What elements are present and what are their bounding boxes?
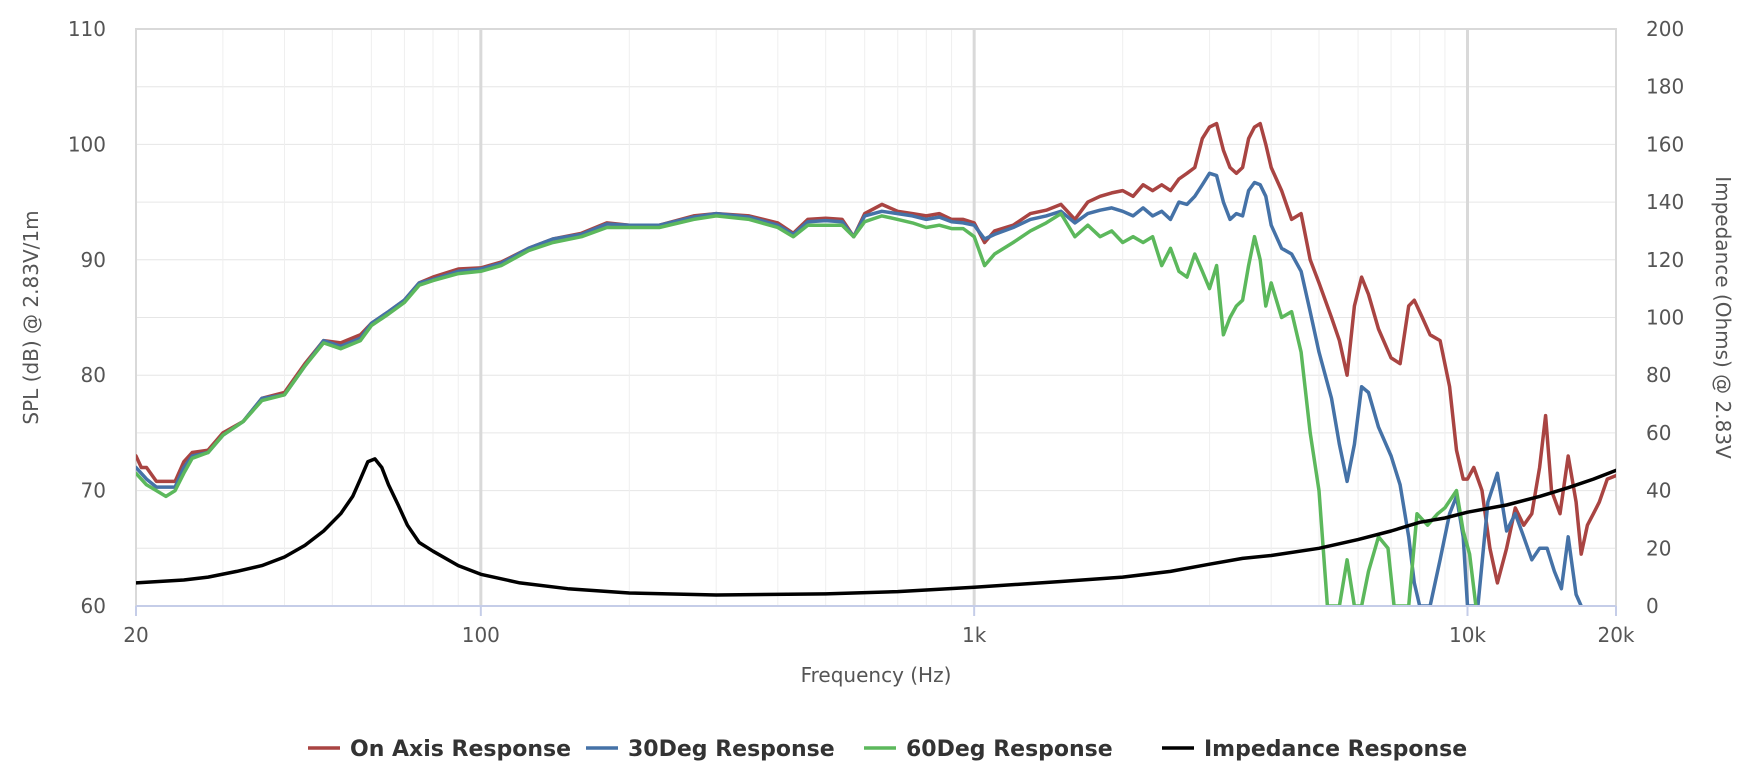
legend: On Axis Response 30Deg Response 60Deg Resp… [308,737,1467,762]
y-right-tick-label: 160 [1646,132,1684,156]
x-tick-label: 20k [1597,623,1634,647]
x-tick-label: 100 [462,623,500,647]
legend-label-60deg-response: 60Deg Response [906,737,1113,762]
x-tick-label: 10k [1449,623,1486,647]
y-axis-right-title: Impedance (Ohms) @ 2.83V [1711,176,1735,459]
y-right-tick-label: 0 [1646,594,1659,618]
series-layer [136,121,1616,606]
y-right-tick-label: 100 [1646,306,1684,330]
y-left-tick-label: 80 [81,363,106,387]
y-right-tick-label: 40 [1646,479,1671,503]
x-tick-label: 20 [123,623,148,647]
grid-layer [136,28,1616,607]
legend-label-impedance-response: Impedance Response [1204,737,1467,762]
y-left-tick-label: 60 [81,594,106,618]
series-line-60deg-response [136,211,1478,606]
y-left-tick-label: 110 [68,17,106,41]
x-axis-title: Frequency (Hz) [801,663,952,687]
x-tick-label: 1k [962,623,987,647]
y-left-tick-label: 70 [81,479,106,503]
axis-layer: Frequency (Hz) SPL (dB) @ 2.83V/1m Imped… [19,17,1735,687]
y-left-tick-label: 100 [68,132,106,156]
y-axis-left-title: SPL (dB) @ 2.83V/1m [19,210,43,424]
y-right-tick-label: 80 [1646,363,1671,387]
series-line-impedance-response [136,457,1616,597]
legend-label-30deg-response: 30Deg Response [628,737,835,762]
y-right-tick-label: 60 [1646,421,1671,445]
series-line-30deg-response [136,171,1583,606]
y-left-tick-label: 90 [81,248,106,272]
y-right-tick-label: 180 [1646,75,1684,99]
y-right-tick-label: 20 [1646,536,1671,560]
series-line-on-axis-response [136,121,1616,585]
y-right-tick-label: 120 [1646,248,1684,272]
y-right-tick-label: 140 [1646,190,1684,214]
legend-label-on-axis-response: On Axis Response [350,737,571,762]
y-right-tick-label: 200 [1646,17,1684,41]
